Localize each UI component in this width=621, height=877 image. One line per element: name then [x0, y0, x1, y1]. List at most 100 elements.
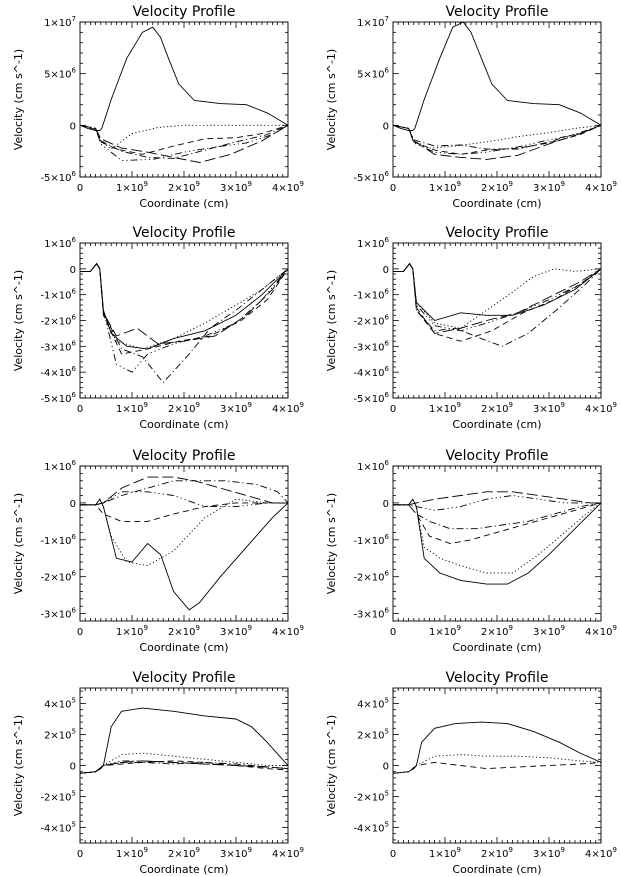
x-tick-label: 1×109	[429, 624, 461, 638]
y-tick-label: -2×106	[40, 314, 76, 328]
y-axis-label: Velocity (cm s^-1)	[12, 49, 25, 150]
series-line-solid	[393, 22, 601, 131]
x-axis-label: Coordinate (cm)	[452, 197, 541, 210]
series-line-tripledot	[80, 491, 288, 508]
chart-panel-6: Velocity Profile 0 1×109 2×109 3×109 4×109 -3×…	[325, 448, 617, 654]
y-tick-label: 0	[70, 121, 76, 132]
series-line-dashdot	[80, 262, 288, 384]
chart-panel-7: Velocity Profile 0 1×109 2×109 3×109 4×109 -4×…	[12, 670, 304, 876]
plot-frame	[79, 465, 289, 622]
x-tick-label: 1×109	[116, 180, 148, 194]
series-line-dashdot	[393, 262, 601, 347]
x-tick-label: 3×109	[220, 180, 252, 194]
y-tick-label: -2×105	[353, 790, 389, 804]
x-tick-label: 1×109	[116, 846, 148, 860]
x-tick-label: 4×109	[272, 846, 304, 860]
x-tick-label: 3×109	[220, 401, 252, 415]
y-tick-label: 1×106	[44, 236, 76, 250]
y-tick-label: 1×107	[357, 15, 389, 29]
y-tick-label: 2×105	[357, 728, 389, 742]
x-tick-label: 0	[390, 183, 396, 194]
x-tick-label: 2×109	[481, 401, 513, 415]
x-tick-label: 2×109	[168, 401, 200, 415]
series-line-tripledot	[393, 495, 601, 511]
y-tick-label: -1×106	[40, 533, 76, 547]
y-tick-label: -4×106	[353, 365, 389, 379]
series-line-solid	[393, 262, 601, 322]
y-tick-label: -4×105	[40, 821, 76, 835]
chart-panel-1: Velocity Profile 0 1×109 2×109 3×109 4×109 -5×…	[12, 4, 304, 210]
series-line-dash	[393, 761, 601, 774]
x-tick-label: 4×109	[585, 624, 617, 638]
x-tick-label: 1×109	[429, 180, 461, 194]
series-line-tripledot	[80, 124, 288, 161]
x-axis-label: Coordinate (cm)	[452, 641, 541, 654]
x-tick-label: 1×109	[116, 624, 148, 638]
x-tick-label: 3×109	[220, 624, 252, 638]
y-tick-label: -4×106	[40, 365, 76, 379]
y-axis-label: Velocity (cm s^-1)	[325, 715, 338, 816]
y-axis-label: Velocity (cm s^-1)	[325, 49, 338, 150]
series-line-dash	[393, 502, 601, 544]
y-tick-label: 0	[383, 499, 389, 510]
y-axis-label: Velocity (cm s^-1)	[12, 270, 25, 371]
y-tick-label: -5×106	[353, 391, 389, 405]
y-tick-label: -4×105	[353, 821, 389, 835]
x-tick-label: 4×109	[272, 624, 304, 638]
series-line-longdash	[80, 476, 288, 506]
x-tick-label: 4×109	[272, 401, 304, 415]
y-tick-label: 1×107	[44, 15, 76, 29]
y-axis-label: Velocity (cm s^-1)	[325, 493, 338, 594]
y-axis-label: Velocity (cm s^-1)	[325, 270, 338, 371]
plot-frame	[79, 687, 289, 844]
x-axis-label: Coordinate (cm)	[139, 418, 228, 431]
chart-title: Velocity Profile	[446, 670, 549, 686]
series-line-solid	[393, 498, 601, 585]
chart-panel-4: Velocity Profile 0 1×109 2×109 3×109 4×109 -5×…	[325, 225, 617, 431]
x-tick-label: 4×109	[585, 846, 617, 860]
y-tick-label: -3×106	[353, 607, 389, 621]
series-line-dot	[80, 498, 288, 567]
series-line-solid	[80, 262, 288, 350]
x-axis-label: Coordinate (cm)	[139, 863, 228, 876]
y-tick-label: 1×106	[44, 459, 76, 473]
y-tick-label: -5×106	[353, 170, 389, 184]
y-tick-label: 5×106	[44, 67, 76, 81]
x-tick-label: 0	[77, 183, 83, 194]
x-tick-label: 0	[390, 404, 396, 415]
x-tick-label: 4×109	[585, 180, 617, 194]
chart-panel-3: Velocity Profile 0 1×109 2×109 3×109 4×109 -5×…	[12, 225, 304, 431]
y-tick-label: -3×106	[40, 607, 76, 621]
x-tick-label: 3×109	[220, 846, 252, 860]
chart-title: Velocity Profile	[133, 4, 236, 20]
series-line-dash	[80, 262, 288, 355]
chart-panel-2: Velocity Profile 0 1×109 2×109 3×109 4×109 -5×…	[325, 4, 617, 210]
series-line-longdash	[393, 262, 601, 334]
y-tick-label: 0	[70, 265, 76, 276]
y-tick-label: -2×106	[40, 570, 76, 584]
plot-frame	[392, 687, 602, 844]
chart-panel-8: Velocity Profile 0 1×109 2×109 3×109 4×109 -4×…	[325, 670, 617, 876]
plot-frame	[79, 242, 289, 399]
x-tick-label: 1×109	[429, 401, 461, 415]
series-line-solid	[80, 26, 288, 131]
x-tick-label: 3×109	[533, 624, 565, 638]
y-tick-label: -2×106	[353, 314, 389, 328]
y-tick-label: -2×106	[353, 570, 389, 584]
y-tick-label: 1×106	[357, 459, 389, 473]
y-axis-label: Velocity (cm s^-1)	[12, 715, 25, 816]
y-tick-label: 2×105	[44, 728, 76, 742]
series-line-longdash	[393, 491, 601, 506]
chart-title: Velocity Profile	[133, 225, 236, 241]
series-line-dash	[80, 502, 288, 522]
y-tick-label: -3×106	[353, 339, 389, 353]
x-axis-label: Coordinate (cm)	[452, 863, 541, 876]
y-tick-label: -3×106	[40, 339, 76, 353]
y-tick-label: 1×106	[357, 236, 389, 250]
x-tick-label: 4×109	[272, 180, 304, 194]
series-line-dash	[393, 262, 601, 342]
series-line-dot	[80, 752, 288, 774]
series-line-solid	[80, 707, 288, 774]
series-line-dashdot	[80, 480, 288, 506]
